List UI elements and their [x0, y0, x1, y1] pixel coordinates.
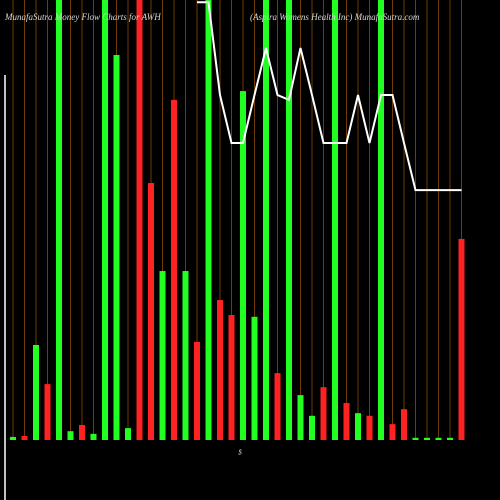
- bars: [10, 0, 465, 441]
- bar: [194, 341, 200, 440]
- bar: [67, 431, 74, 440]
- grid: [12, 0, 462, 440]
- bar: [102, 0, 108, 440]
- bar: [458, 238, 465, 440]
- bar: [424, 437, 430, 440]
- bar: [332, 0, 338, 440]
- bar: [320, 387, 327, 440]
- bar: [79, 425, 85, 440]
- price-line: [197, 1, 462, 192]
- bar: [240, 91, 246, 440]
- chart-subtitle: (Aspira Womens Health Inc) MunafaSutra.c…: [250, 12, 420, 22]
- bar: [90, 433, 97, 440]
- bar: [205, 0, 212, 440]
- bar: [228, 315, 235, 440]
- bar: [113, 55, 120, 440]
- bar: [263, 0, 269, 440]
- bar: [10, 436, 16, 440]
- x-axis-label: $: [238, 449, 242, 457]
- bar: [435, 437, 442, 440]
- bar: [378, 0, 384, 440]
- bar: [136, 0, 143, 440]
- bar: [182, 271, 189, 440]
- bar: [217, 300, 223, 440]
- bar: [286, 0, 292, 440]
- bar: [171, 99, 177, 440]
- bar: [355, 413, 361, 440]
- bar: [44, 384, 51, 440]
- bar: [447, 437, 453, 440]
- bar: [297, 395, 304, 440]
- bar: [401, 409, 407, 440]
- bar: [309, 415, 315, 440]
- bar: [21, 436, 28, 440]
- bar: [148, 183, 154, 441]
- bar: [251, 316, 258, 440]
- chart-title: MunafaSutra Money Flow Charts for AWH: [4, 12, 161, 22]
- bar: [343, 403, 350, 440]
- bar: [125, 428, 131, 440]
- bar: [366, 415, 373, 440]
- bar: [389, 424, 396, 440]
- bar: [274, 373, 281, 440]
- bar: [33, 344, 39, 440]
- bar: [159, 271, 166, 440]
- bar: [412, 437, 419, 440]
- bar: [56, 0, 62, 440]
